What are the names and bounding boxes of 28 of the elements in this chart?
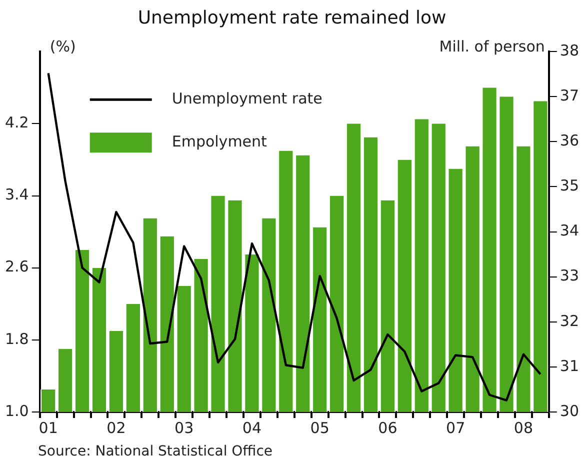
x-tick-label: 06 <box>378 418 398 437</box>
y-tick-label: 3.4 <box>4 186 29 204</box>
y-tick-label: 1.8 <box>4 330 29 348</box>
chart-title: Unemployment rate remained low <box>138 7 446 28</box>
y2-tick-label: 36 <box>560 132 580 150</box>
y2-tick-label: 34 <box>560 222 580 240</box>
x-tick-label: 08 <box>514 418 534 437</box>
x-tick-label: 01 <box>38 418 58 437</box>
x-tick-label: 07 <box>446 418 466 437</box>
x-tick-label: 03 <box>174 418 194 437</box>
y2-tick-label: 31 <box>560 356 580 375</box>
y2-tick-label: 30 <box>560 402 580 420</box>
source-note: Source: National Statistical Office <box>38 444 273 460</box>
y2-axis-title: Mill. of person <box>439 37 545 56</box>
x-tick-label: 02 <box>106 418 126 437</box>
y2-tick-label: 38 <box>560 41 580 60</box>
y2-tick-label: 33 <box>560 266 580 285</box>
y-tick-label: 2.6 <box>4 258 29 276</box>
y-tick-label: 4.2 <box>4 114 29 132</box>
y-tick-label: 1.0 <box>4 402 29 420</box>
legend-label: Empolyment <box>172 132 268 150</box>
y2-tick-label: 35 <box>560 176 580 195</box>
x-tick-label: 04 <box>242 418 262 437</box>
y2-tick-label: 32 <box>560 312 580 330</box>
y2-tick-label: 37 <box>560 86 580 105</box>
x-tick-label: 05 <box>310 418 330 437</box>
legend-label: Unemployment rate <box>172 89 322 108</box>
y-axis-title: (%) <box>50 37 76 56</box>
